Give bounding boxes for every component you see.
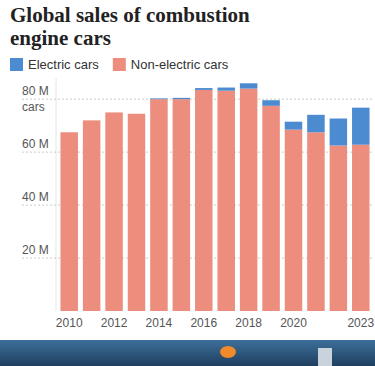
x-tick-label: 2012 [101, 316, 128, 330]
bar [240, 89, 257, 311]
bar [150, 99, 167, 311]
bar [330, 119, 347, 146]
bar [173, 99, 190, 311]
y-tick-label: 20 M [22, 243, 49, 257]
y-axis-label: cars [22, 100, 45, 114]
y-tick-label: 80 M [22, 84, 49, 98]
legend-label: Non-electric cars [131, 57, 229, 72]
x-tick-label: 2023 [347, 316, 374, 330]
y-tick-label: 60 M [22, 137, 49, 151]
photo-strip [0, 340, 375, 366]
x-tick-label: 2010 [56, 316, 83, 330]
bars [60, 83, 369, 311]
bar [195, 88, 212, 90]
bar [330, 146, 347, 311]
bar [352, 145, 369, 311]
bar [262, 106, 279, 311]
x-tick-label: 2018 [235, 316, 262, 330]
legend-label: Electric cars [28, 57, 99, 72]
x-tick-label: 2014 [146, 316, 173, 330]
bar [83, 120, 100, 121]
chart-svg: Electric cars Non-electric cars 20 M 40 M 60… [0, 0, 375, 366]
bar [195, 90, 212, 311]
bar [307, 132, 324, 311]
y-tick-label: 40 M [22, 190, 49, 204]
y-axis-line [56, 78, 57, 311]
bar [128, 114, 145, 311]
bar [60, 132, 77, 133]
flame [220, 346, 236, 358]
bar [217, 91, 234, 311]
x-tick-label: 2020 [280, 316, 307, 330]
bar [60, 132, 77, 311]
chimney [318, 348, 332, 366]
bar [240, 83, 257, 88]
chart-title: Global sales of combustion engine cars [10, 4, 300, 50]
bar [150, 98, 167, 100]
bar [128, 113, 145, 114]
legend-swatch [10, 58, 23, 71]
bar [352, 108, 369, 145]
bar [83, 120, 100, 311]
bar [105, 112, 122, 113]
legend-swatch [113, 58, 126, 71]
bar [105, 112, 122, 311]
bar [217, 88, 234, 91]
bar [307, 115, 324, 132]
bar [173, 98, 190, 99]
bar [285, 130, 302, 311]
x-tick-label: 2016 [190, 316, 217, 330]
bar [262, 100, 279, 106]
bar [285, 122, 302, 130]
